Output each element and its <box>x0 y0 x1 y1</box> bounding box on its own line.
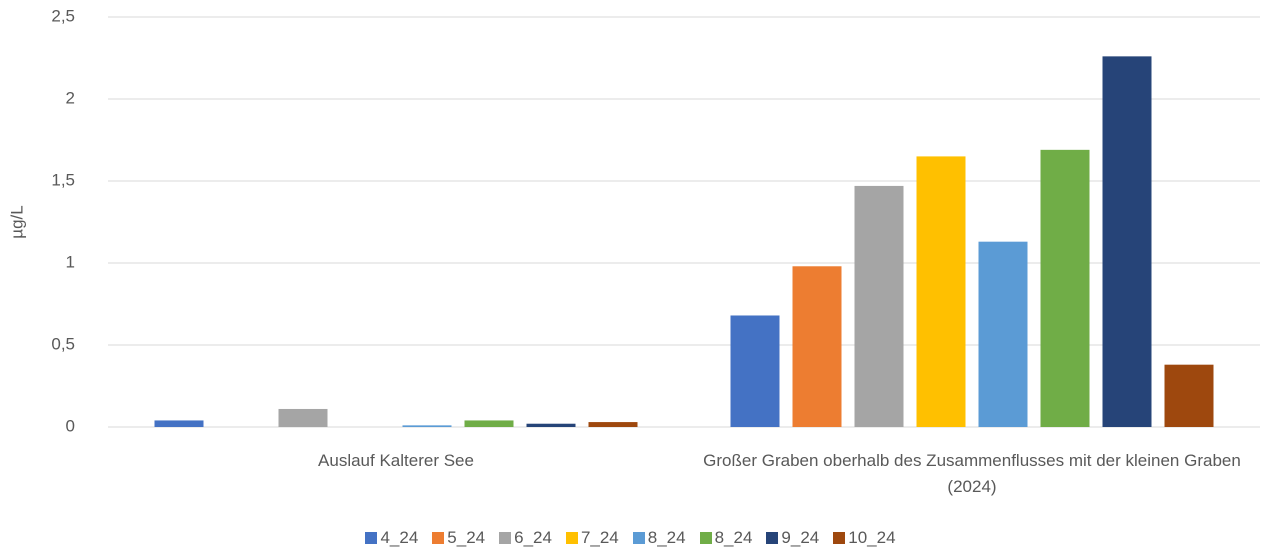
legend-item: 5_24 <box>432 528 485 548</box>
y-tick-label: 2 <box>66 88 75 107</box>
legend-label: 9_24 <box>781 528 820 547</box>
y-tick-label: 1,5 <box>51 170 75 189</box>
x-tick-label: Auslauf Kalterer See <box>318 451 474 470</box>
bar <box>730 315 780 427</box>
legend-item: 6_24 <box>499 528 552 548</box>
bar <box>792 266 842 427</box>
legend-swatch <box>766 532 779 544</box>
legend-label: 4_24 <box>380 528 419 547</box>
bar <box>854 185 904 427</box>
bar <box>526 423 576 427</box>
bar <box>588 422 638 427</box>
legend-item: 8_24 <box>632 528 686 548</box>
legend-item: 4_24 <box>365 528 418 548</box>
bar <box>464 420 514 427</box>
legend-swatch <box>833 532 846 544</box>
y-axis-label: µg/L <box>7 205 26 238</box>
legend-swatch <box>365 532 378 544</box>
legend-label: 8_24 <box>647 528 686 547</box>
legend-swatch <box>499 532 512 544</box>
bar <box>916 156 966 427</box>
bar <box>978 241 1028 427</box>
legend-label: 6_24 <box>514 528 552 547</box>
legend-label: 5_24 <box>447 528 486 547</box>
legend-swatch <box>699 532 712 544</box>
legend-item: 10_24 <box>833 528 896 548</box>
legend: 4_24 5_24 6_24 7_24 8_24 8_24 9_24 10_24 <box>0 528 1261 548</box>
y-tick-label: 1 <box>66 252 75 271</box>
bar <box>154 420 204 427</box>
legend-item: 8_24 <box>699 528 753 548</box>
legend-swatch <box>632 532 645 544</box>
legend-item: 9_24 <box>766 528 819 548</box>
y-tick-label: 0,5 <box>51 334 75 353</box>
y-tick-label: 0 <box>66 416 75 435</box>
legend-item: 7_24 <box>565 528 619 548</box>
y-tick-label: 2,5 <box>51 6 75 25</box>
legend-label: 8_24 <box>714 528 753 547</box>
legend-swatch <box>565 532 578 544</box>
bar <box>1040 149 1090 427</box>
bar <box>1164 364 1214 427</box>
legend-swatch <box>432 532 445 544</box>
bar <box>1102 56 1152 428</box>
bar <box>402 425 452 427</box>
bar <box>278 408 328 427</box>
legend-label: 7_24 <box>580 528 619 547</box>
x-tick-label: Großer Graben oberhalb des Zusammenfluss… <box>703 451 1241 496</box>
legend-label: 10_24 <box>848 528 896 547</box>
